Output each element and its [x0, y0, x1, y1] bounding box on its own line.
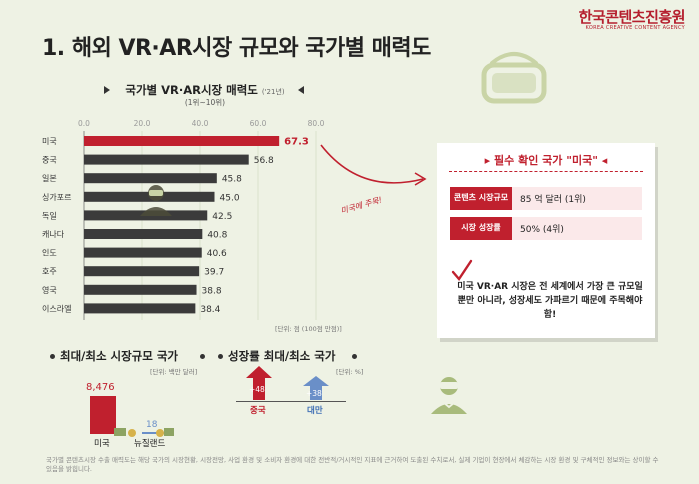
bar	[84, 154, 249, 165]
bullet-dot	[200, 354, 205, 359]
bar	[84, 173, 217, 184]
x-tick-label: 20.0	[134, 119, 151, 128]
category-label: 미국	[42, 137, 57, 146]
logo-subtitle: KOREA CREATIVE CONTENT AGENCY	[585, 25, 685, 31]
panel-row-key: 콘텐츠 시장규모	[450, 187, 512, 210]
chart-title: 국가별 VR·AR시장 매력도 ('21년)	[125, 83, 285, 97]
value-label: 45.0	[220, 193, 240, 203]
growth-title: 성장률 최대/최소 국가	[228, 349, 336, 363]
category-label: 영국	[42, 285, 57, 295]
chart-unit-note: [단위: 점 (100점 만점)]	[275, 325, 342, 333]
bar	[84, 229, 203, 239]
bar	[84, 266, 200, 277]
x-tick-label: 80.0	[308, 119, 325, 128]
growth-max-arrow-icon	[246, 366, 272, 400]
market-max-country: 미국	[94, 439, 110, 449]
category-label: 호주	[42, 267, 57, 276]
category-label: 중국	[42, 156, 57, 165]
check-icon	[451, 259, 473, 281]
value-label: 45.8	[222, 175, 242, 185]
x-tick-label: 60.0	[250, 119, 267, 128]
footer-note: 국가별 콘텐츠시장 수출 매력도는 해당 국가의 시장현황, 시장전망, 사업 …	[46, 456, 659, 473]
bar	[84, 303, 196, 314]
panel-title: ▸ 필수 확인 국가 "미국" ◂	[484, 154, 608, 167]
value-label: 40.6	[207, 249, 227, 259]
market-min-country: 뉴질랜드	[134, 439, 166, 449]
logo: 한국콘텐츠진흥원	[578, 8, 686, 26]
chart-title-left-mark	[104, 86, 110, 94]
panel-message: 미국 VR·AR 시장은 전 세계에서 가장 큰 규모일 뿐만 아니라, 성장세…	[457, 282, 643, 320]
value-label: 39.7	[204, 268, 224, 278]
chart-subtitle: (1위~10위)	[184, 98, 226, 107]
bullet-dot	[218, 354, 223, 359]
market-min-bar	[142, 432, 164, 434]
market-min-value: 18	[146, 420, 158, 430]
growth-max-country: 중국	[250, 406, 266, 416]
category-label: 싱가포르	[42, 192, 71, 202]
category-label: 인도	[42, 248, 57, 258]
bar-chart: 0.0 20.0 40.0 60.0 80.0 미국 67.3 중국 56.8 일본 45.8 싱가포…	[42, 119, 325, 320]
category-label: 일본	[42, 174, 57, 183]
x-tick-label: 40.0	[192, 119, 209, 128]
growth-min-arrow-icon	[303, 376, 329, 400]
person-with-vr-icon	[431, 377, 467, 414]
bar	[84, 247, 202, 258]
value-label: 42.5	[212, 212, 232, 222]
page-title: 1. 해외 VR·AR시장 규모와 국가별 매력도	[42, 36, 431, 61]
value-label: 67.3	[284, 137, 309, 148]
growth-min-country: 대만	[307, 406, 323, 416]
panel-row-value: 50% (4위)	[520, 225, 564, 235]
growth-baseline	[236, 401, 346, 402]
x-tick-label: 0.0	[78, 119, 90, 128]
panel-divider	[449, 171, 643, 172]
bullet-dot	[50, 354, 55, 359]
arrow-icon	[320, 144, 427, 186]
person-illustration-icon	[140, 185, 172, 216]
value-label: 38.8	[202, 286, 222, 296]
bullet-dot	[352, 354, 357, 359]
value-label: 38.4	[200, 305, 220, 315]
value-label: 40.8	[207, 231, 227, 241]
chart-title-right-mark	[298, 86, 304, 94]
coins-icon	[114, 428, 174, 437]
panel-row-market-size: 콘텐츠 시장규모 85 억 달러 (1위)	[450, 187, 642, 210]
category-label: 캐나다	[42, 230, 65, 239]
market-size-unit: [단위: 백만 달러]	[150, 368, 198, 376]
market-size-title: 최대/최소 시장규모 국가	[60, 349, 179, 363]
value-label: 56.8	[254, 156, 274, 166]
category-label: 이스라엘	[42, 303, 71, 313]
bar	[84, 284, 197, 295]
panel-row-growth: 시장 성장률 50% (4위)	[450, 217, 642, 240]
growth-min-value: +38	[306, 389, 322, 398]
category-label: 독일	[42, 211, 57, 220]
growth-unit: [단위: %]	[336, 368, 364, 376]
vr-headset-icon	[481, 52, 547, 104]
bar	[84, 136, 280, 146]
panel-row-value: 85 억 달러 (1위)	[520, 195, 586, 205]
growth-max-value: +48	[249, 385, 265, 394]
must-check-panel: ▸ 필수 확인 국가 "미국" ◂ 콘텐츠 시장규모 85 억 달러 (1위) …	[437, 143, 655, 338]
panel-row-key: 시장 성장률	[450, 217, 512, 240]
market-max-value: 8,476	[86, 382, 115, 393]
market-max-bar	[90, 396, 116, 434]
